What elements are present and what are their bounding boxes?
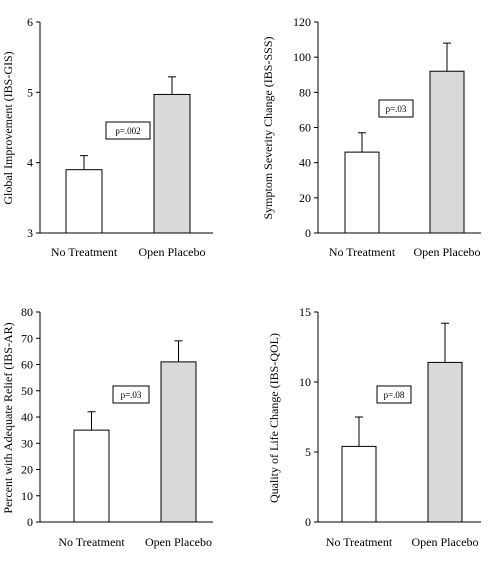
y-tick-label: 30 xyxy=(21,436,33,450)
y-tick-label: 0 xyxy=(305,515,311,529)
y-tick-label: 40 xyxy=(299,156,311,170)
bar-open-placebo xyxy=(160,361,197,523)
chart-panel-2: 0 20 40 60 80 100 120 Symptom Severity Change (… xyxy=(261,15,481,259)
category-label: No Treatment xyxy=(51,245,118,259)
y-axis-title: Quality of Life Change (IBS-QOL) xyxy=(267,333,281,503)
chart-panel-1: 3 4 5 6 Global Improvement (IBS-GIS) No Treat… xyxy=(1,15,213,259)
category-label: Open Placebo xyxy=(412,535,479,549)
p-value-box xyxy=(376,385,412,404)
category-label: Open Placebo xyxy=(145,535,212,549)
y-tick-label: 20 xyxy=(299,191,311,205)
y-axis-title: Global Improvement (IBS-GIS) xyxy=(1,51,15,204)
y-tick-label: 50 xyxy=(21,384,33,398)
category-label: No Treatment xyxy=(329,245,396,259)
y-tick-label: 3 xyxy=(27,226,33,240)
p-value-box xyxy=(105,121,151,140)
y-tick-label: 60 xyxy=(21,358,33,372)
y-tick-label: 5 xyxy=(305,445,311,459)
y-tick-label: 60 xyxy=(299,121,311,135)
y-tick-label: 0 xyxy=(305,226,311,240)
p-value-label: p=.002 xyxy=(115,126,140,136)
bar-no-treatment xyxy=(65,169,103,234)
y-tick-label: 4 xyxy=(27,156,33,170)
chart-panel-3: 0 10 20 30 40 50 60 70 80 Percent with Adequate R… xyxy=(1,305,213,549)
y-tick-label: 5 xyxy=(27,85,33,99)
bar-open-placebo xyxy=(429,70,465,234)
y-tick-label: 20 xyxy=(21,463,33,477)
bar-no-treatment xyxy=(73,429,110,523)
chart-panel-4: 0 5 10 15 Quality of Life Change (IBS-QOL) No… xyxy=(267,305,481,549)
y-axis-title: Percent with Adequate Relief (IBS-AR) xyxy=(1,322,15,513)
y-tick-label: 70 xyxy=(21,331,33,345)
y-tick-label: 80 xyxy=(21,305,33,319)
y-tick-label: 120 xyxy=(293,15,311,29)
bar-open-placebo xyxy=(427,361,463,523)
category-label: Open Placebo xyxy=(414,245,481,259)
bar-no-treatment xyxy=(341,445,377,523)
y-tick-label: 10 xyxy=(21,489,33,503)
y-tick-label: 40 xyxy=(21,410,33,424)
y-tick-label: 0 xyxy=(27,515,33,529)
y-tick-label: 100 xyxy=(293,50,311,64)
y-axis-title: Symptom Severity Change (IBS-SSS) xyxy=(261,36,275,219)
bar-open-placebo xyxy=(153,93,191,234)
p-value-label: p=.03 xyxy=(386,104,407,114)
y-tick-label: 15 xyxy=(299,305,311,319)
bar-no-treatment xyxy=(344,151,380,234)
category-label: No Treatment xyxy=(326,535,393,549)
y-tick-label: 10 xyxy=(299,375,311,389)
y-tick-label: 6 xyxy=(27,15,33,29)
p-value-box xyxy=(378,99,414,118)
category-label: Open Placebo xyxy=(139,245,206,259)
p-value-label: p=.03 xyxy=(121,390,142,400)
p-value-label: p=.08 xyxy=(384,390,405,400)
p-value-box xyxy=(112,385,150,404)
y-tick-label: 80 xyxy=(299,85,311,99)
category-label: No Treatment xyxy=(58,535,125,549)
